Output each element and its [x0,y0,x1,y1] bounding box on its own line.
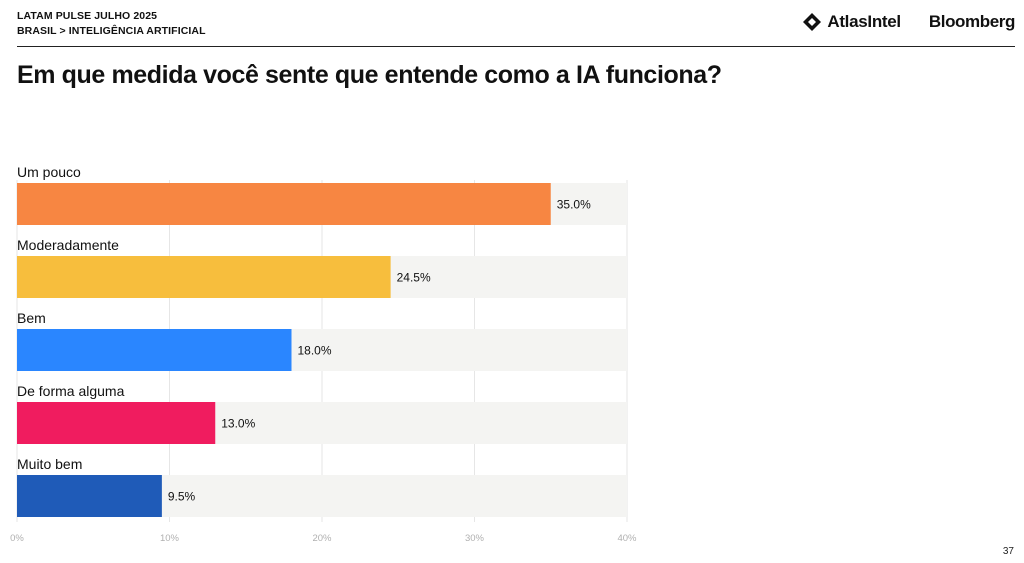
x-tick-label-2: 20% [312,533,332,544]
question-title: Em que medida você sente que entende com… [17,61,722,89]
header-divider [17,46,1015,47]
value-label-4: 9.5% [168,490,196,504]
atlasintel-logo: AtlasIntel [802,12,901,32]
x-tick-label-3: 30% [465,533,485,544]
x-tick-label-4: 40% [617,533,637,544]
header: LATAM PULSE JULHO 2025 BRASIL > INTELIGÊ… [17,10,1015,46]
breadcrumb: BRASIL > INTELIGÊNCIA ARTIFICIAL [17,25,206,37]
bar-3 [17,402,216,444]
bar-0 [17,183,551,225]
survey-name: LATAM PULSE JULHO 2025 [17,10,158,22]
bar-1 [17,256,391,298]
page-number: 37 [1002,546,1014,557]
category-label-1: Moderadamente [17,237,119,253]
bloomberg-logo: Bloomberg [928,12,1016,31]
value-label-1: 24.5% [397,271,431,285]
atlasintel-mark-icon [803,13,822,31]
bar-2 [17,329,292,371]
atlasintel-logo-text: AtlasIntel [827,12,901,31]
value-label-3: 13.0% [221,417,255,431]
value-label-2: 18.0% [298,344,332,358]
logos: AtlasIntel Bloomberg [802,12,1015,32]
category-label-0: Um pouco [17,164,81,180]
category-label-4: Muito bem [17,456,82,472]
x-tick-label-1: 10% [160,533,180,544]
category-label-3: De forma alguma [17,383,125,399]
value-label-0: 35.0% [557,198,591,212]
x-tick-label-0: 0% [10,533,24,544]
bar-4 [17,475,162,517]
category-label-2: Bem [17,310,46,326]
